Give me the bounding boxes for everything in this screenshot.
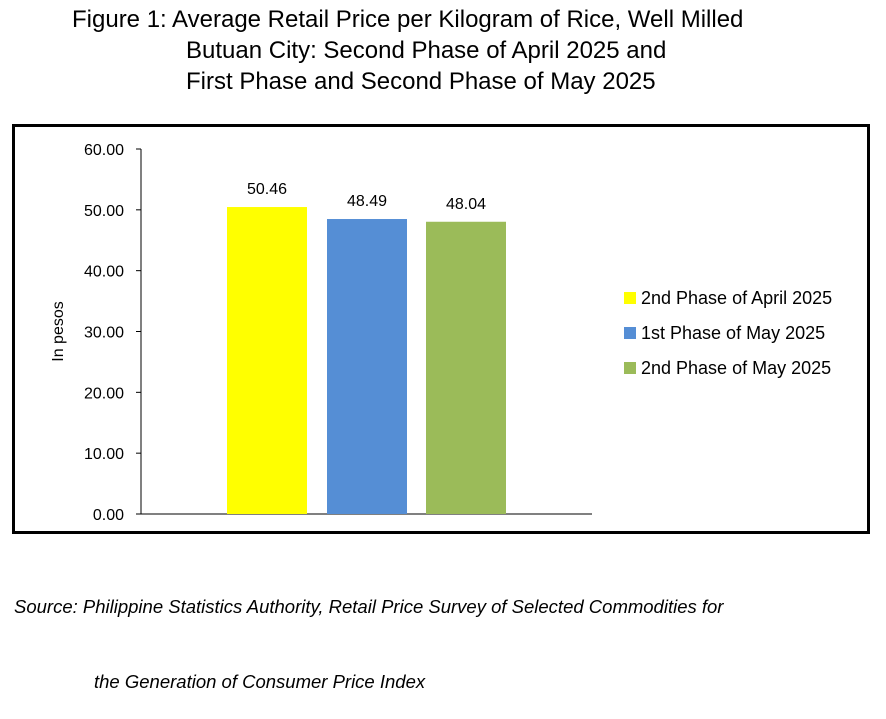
y-tick-label: 0.00 — [93, 507, 124, 524]
y-tick-label: 10.00 — [84, 446, 124, 463]
y-tick-label: 40.00 — [84, 264, 124, 281]
bar-chart: 0.00 10.00 20.00 30.00 40.00 50.00 60.00 In pes… — [50, 142, 832, 524]
title-line-2: Butuan City: Second Phase of April 2025 … — [186, 37, 667, 64]
legend-label: 2nd Phase of May 2025 — [641, 358, 831, 378]
data-label: 48.04 — [446, 196, 486, 213]
y-tick-label: 50.00 — [84, 203, 124, 220]
source-note: Source: Philippine Statistics Authority,… — [14, 544, 723, 719]
source-line-1: Source: Philippine Statistics Authority,… — [14, 596, 724, 617]
source-line-2: the Generation of Consumer Price Index — [94, 671, 426, 692]
y-tick-label: 60.00 — [84, 142, 124, 159]
bar — [426, 221, 506, 515]
y-axis-title: In pesos — [50, 301, 67, 361]
y-tick-label: 20.00 — [84, 385, 124, 402]
legend-swatch — [624, 327, 636, 339]
bar — [327, 219, 407, 514]
title-line-3: First Phase and Second Phase of May 2025 — [186, 68, 656, 95]
data-label: 50.46 — [247, 181, 287, 198]
legend-swatch — [624, 292, 636, 304]
legend-swatch — [624, 362, 636, 374]
legend-label: 2nd Phase of April 2025 — [641, 288, 832, 308]
chart-frame — [12, 124, 870, 534]
bar — [227, 207, 307, 514]
chart-title: Figure 1: Average Retail Price per Kilog… — [72, 4, 872, 97]
y-tick-label: 30.00 — [84, 325, 124, 342]
title-line-1: Figure 1: Average Retail Price per Kilog… — [72, 6, 744, 33]
legend-label: 1st Phase of May 2025 — [641, 323, 825, 343]
data-label: 48.49 — [347, 193, 387, 210]
